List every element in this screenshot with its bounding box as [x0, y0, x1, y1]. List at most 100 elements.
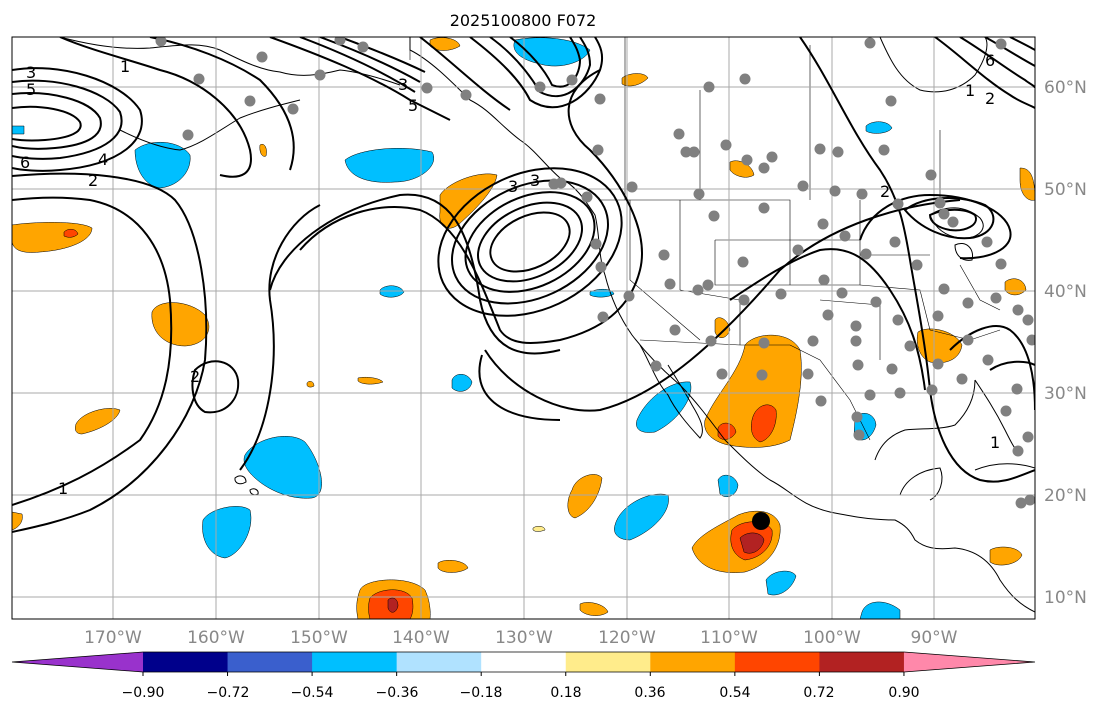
negative-anomaly-blob [636, 381, 692, 433]
latitude-label: 50°N [1044, 180, 1087, 200]
colorbar-tick-label: 0.54 [719, 685, 750, 701]
station-dot [703, 81, 715, 93]
colorbar-tick-label: 0.90 [888, 685, 919, 701]
station-dot [720, 139, 732, 151]
station-dot [832, 146, 844, 158]
station-dot [982, 354, 994, 366]
station-dot [839, 230, 851, 242]
station-dot [892, 198, 904, 210]
contour-label: 3 [398, 75, 408, 94]
colorbar-tick-labels: −0.90 −0.72 −0.54 −0.36 −0.18 0.18 0.36 … [122, 685, 920, 701]
negative-anomaly-blob [202, 506, 252, 559]
north-america-coast [409, 37, 1035, 613]
station-dot [852, 359, 864, 371]
positive-anomaly-blob [916, 328, 963, 363]
negative-anomaly-blob [765, 570, 797, 596]
station-dot [1022, 431, 1034, 443]
station-dot [775, 288, 787, 300]
colorbar-segment [819, 652, 905, 672]
station-dot [590, 238, 602, 250]
station-dot [193, 73, 205, 85]
colorbar-segment [143, 652, 229, 672]
station-dot [708, 210, 720, 222]
contour-labels: 3 5 6 4 2 1 3 5 3 3 2 2 1 6 1 1 2 [20, 51, 1000, 498]
station-dot [938, 283, 950, 295]
latitude-label: 20°N [1044, 486, 1087, 506]
longitude-labels: 170°W 160°W 150°W 140°W 130°W 120°W 110°… [84, 628, 958, 648]
station-dot [995, 258, 1007, 270]
station-dot [850, 335, 862, 347]
station-dot [894, 387, 906, 399]
station-dot [314, 69, 326, 81]
station-dot [182, 129, 194, 141]
station-dot [693, 188, 705, 200]
latitude-label: 30°N [1044, 384, 1087, 404]
longitude-label: 130°W [495, 628, 553, 648]
station-dot [860, 248, 872, 260]
station-dot [738, 294, 750, 306]
station-dot [802, 368, 814, 380]
station-dot [421, 82, 433, 94]
station-dot [758, 162, 770, 174]
station-dot [1011, 383, 1023, 395]
negative-anomaly-blob [134, 141, 191, 189]
station-dot [737, 256, 749, 268]
station-dot [1015, 497, 1027, 509]
yucatan-coast [899, 467, 943, 501]
positive-anomaly-blob [729, 160, 755, 178]
negative-anomaly-blob [243, 436, 322, 499]
station-dot [932, 358, 944, 370]
contour-label: 1 [120, 57, 130, 76]
station-dot [947, 216, 959, 228]
station-dot [926, 384, 938, 396]
station-dot [766, 151, 778, 163]
station-dot [1012, 304, 1024, 316]
positive-anomaly-blob [306, 381, 315, 388]
station-dot [658, 249, 670, 261]
station-dot [932, 310, 944, 322]
station-dot [534, 81, 546, 93]
station-dot [626, 181, 638, 193]
aleutian-chain [119, 99, 301, 151]
station-dot [886, 363, 898, 375]
colorbar-segment [650, 652, 736, 672]
positive-anomaly-blob [63, 229, 79, 238]
station-dot [904, 340, 916, 352]
contour-label: 2 [88, 171, 98, 190]
colorbar-segment [481, 652, 567, 672]
station-dot [864, 37, 876, 49]
longitude-label: 90°W [911, 628, 958, 648]
longitude-label: 150°W [290, 628, 348, 648]
station-dot [878, 144, 890, 156]
political-borders [409, 37, 1001, 441]
latitude-label: 40°N [1044, 282, 1087, 302]
positive-anomaly-blob [357, 376, 384, 385]
colorbar-segment [396, 652, 482, 672]
negative-anomaly-blob [859, 601, 901, 619]
positive-anomaly-blob [437, 560, 469, 573]
station-dot [692, 284, 704, 296]
station-dot [934, 197, 946, 209]
colorbar-segment [312, 652, 398, 672]
station-dot [1026, 334, 1035, 346]
station-dot [664, 278, 676, 290]
contour-label: 4 [98, 150, 108, 169]
longitude-label: 140°W [392, 628, 450, 648]
positive-anomaly-blob [567, 474, 603, 519]
station-dot [357, 41, 369, 53]
station-dot [581, 191, 593, 203]
station-dot [623, 290, 635, 302]
station-dot [938, 208, 950, 220]
great-lakes [929, 207, 984, 261]
positive-anomaly-blob [75, 408, 121, 435]
map-title: 2025100800 F072 [450, 11, 597, 30]
colorbar-tick-label: 0.18 [550, 685, 581, 701]
contour-label: 2 [190, 367, 200, 386]
negative-anomaly-blob [451, 374, 473, 392]
station-dot [1000, 405, 1012, 417]
positive-anomaly-blob [989, 546, 1023, 566]
station-dot [870, 296, 882, 308]
contour-label: 3 [508, 177, 518, 196]
station-dot [995, 38, 1007, 50]
negative-anomaly-blob [717, 474, 739, 497]
